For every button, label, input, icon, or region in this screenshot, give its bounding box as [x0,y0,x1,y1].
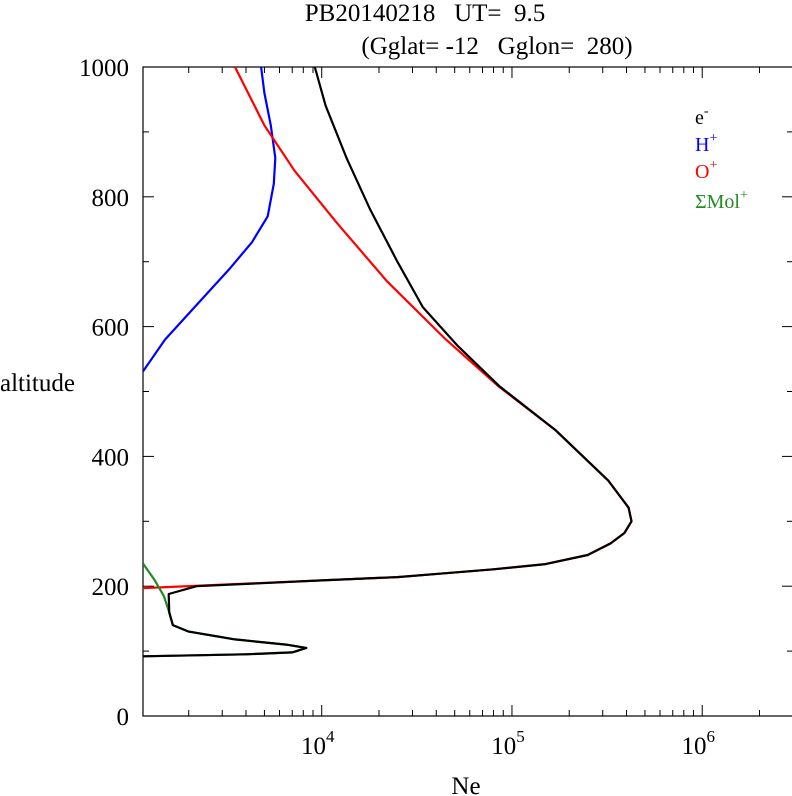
series-line-h-plus [143,67,277,373]
x-axis-label: Ne [451,773,480,796]
legend-entry: O+ [695,158,717,183]
chart-title: PB20140218 UT= 9.5 [305,0,546,27]
legend-entry: H+ [695,131,717,156]
legend-entry: ΣMol+ [695,188,748,213]
x-tick-label: 105 [491,727,525,760]
legend-entry: e- [695,104,709,129]
y-tick-label: 0 [117,704,130,731]
x-tick-label: 106 [681,727,715,760]
tick-layer [143,66,792,717]
y-axis-label: altitude [0,370,75,397]
y-tick-label: 1000 [79,55,129,82]
series-line-o-plus [143,67,633,590]
chart-subtitle: (Gglat= -12 Gglon= 280) [361,33,632,60]
series-line-mol-plus [143,562,308,658]
tick-label-layer: 0 200 400 600 800 1000 104 105 106 [79,55,715,760]
series-layer [143,67,633,658]
y-tick-label: 200 [92,574,130,601]
y-tick-label: 800 [92,185,130,212]
x-tick-label: 104 [301,727,335,760]
legend: e-H+O+ ΣMol+ [695,104,748,213]
series-line-e-minus [143,67,633,658]
y-tick-label: 400 [92,444,130,471]
y-tick-label: 600 [92,315,130,342]
